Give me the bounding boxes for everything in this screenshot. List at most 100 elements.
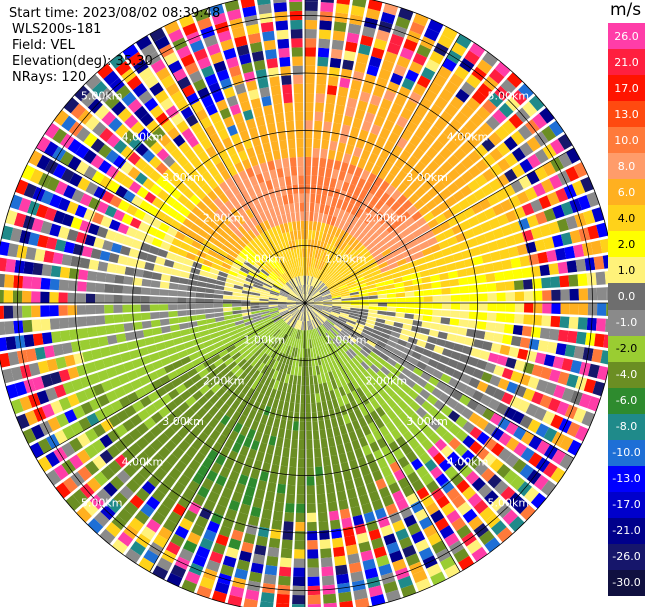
range-gate-cell: [99, 449, 114, 464]
range-gate-cell: [431, 281, 442, 289]
range-gate-cell: [311, 175, 318, 185]
range-gate-cell: [205, 313, 215, 319]
range-gate-cell: [178, 548, 194, 562]
range-gate-cell: [217, 30, 232, 43]
range-gate-cell: [380, 366, 391, 376]
range-gate-cell: [398, 372, 409, 383]
range-gate-cell: [368, 295, 378, 300]
range-gate-cell: [225, 254, 236, 262]
range-gate-cell: [347, 248, 357, 258]
range-gate-cell: [348, 286, 358, 291]
range-gate-cell: [266, 397, 274, 408]
range-gate-cell: [385, 421, 397, 433]
range-gate-cell: [414, 508, 429, 522]
range-gate-cell: [350, 300, 360, 303]
range-gate-cell: [305, 300, 314, 303]
range-gate-cell: [121, 433, 135, 447]
range-gate-cell: [288, 306, 297, 312]
range-gate-cell: [35, 204, 49, 219]
range-gate-cell: [292, 309, 300, 318]
range-gate-cell: [144, 74, 159, 89]
range-gate-cell: [468, 412, 482, 425]
range-gate-cell: [276, 167, 284, 178]
range-gate-cell: [279, 56, 291, 67]
range-gate-cell: [306, 439, 313, 450]
range-gate-cell: [543, 236, 555, 250]
range-gate-cell: [292, 576, 305, 587]
range-gate-cell: [322, 382, 329, 393]
range-gate-cell: [305, 19, 318, 30]
range-gate-cell: [283, 222, 290, 233]
range-gate-cell: [331, 236, 338, 246]
range-gate-cell: [404, 142, 417, 155]
range-gate-cell: [120, 145, 134, 160]
range-gate-cell: [427, 445, 440, 458]
range-gate-cell: [501, 392, 514, 405]
range-gate-cell: [101, 380, 114, 393]
range-gate-cell: [464, 337, 475, 347]
range-gate-cell: [280, 333, 287, 343]
range-gate-cell: [272, 149, 281, 161]
range-gate-cell: [106, 498, 122, 514]
range-gate-cell: [119, 485, 134, 500]
range-gate-cell: [405, 553, 421, 567]
range-gate-cell: [222, 136, 233, 149]
range-gate-cell: [286, 301, 296, 303]
range-gate-cell: [317, 374, 323, 385]
range-gate-cell: [358, 221, 368, 232]
range-gate-cell: [165, 453, 179, 467]
range-gate-cell: [241, 296, 251, 301]
range-gate-cell: [40, 190, 54, 205]
range-gate-cell: [324, 112, 334, 123]
range-gate-cell: [412, 147, 425, 160]
range-gate-cell: [289, 317, 296, 326]
range-gate-cell: [169, 324, 180, 332]
range-gate-cell: [401, 162, 413, 175]
range-gate-cell: [135, 338, 147, 348]
range-gate-cell: [238, 170, 249, 181]
range-gate-cell: [435, 232, 447, 243]
range-gate-cell: [226, 236, 237, 246]
range-gate-cell: [375, 77, 388, 90]
range-gate-cell: [295, 338, 300, 349]
range-gate-cell: [261, 462, 271, 473]
range-gate-cell: [338, 190, 347, 201]
range-gate-cell: [471, 225, 484, 236]
range-gate-cell: [430, 509, 445, 524]
range-gate-cell: [307, 248, 311, 258]
range-gate-cell: [174, 212, 186, 224]
range-gate-cell: [456, 524, 472, 539]
range-gate-cell: [279, 223, 286, 234]
range-gate-cell: [366, 64, 379, 77]
range-gate-cell: [158, 304, 169, 311]
range-gate-cell: [360, 550, 374, 562]
range-gate-cell: [476, 274, 487, 284]
range-gate-cell: [476, 321, 487, 330]
range-gate-cell: [422, 348, 433, 358]
range-gate-cell: [288, 346, 294, 356]
range-gate-cell: [241, 293, 251, 298]
range-gate-cell: [14, 381, 28, 397]
range-gate-cell: [189, 326, 200, 334]
range-gate-cell: [421, 67, 436, 81]
range-gate-cell: [276, 29, 289, 40]
range-gate-cell: [458, 555, 475, 571]
range-gate-cell: [317, 502, 327, 513]
range-gate-cell: [324, 321, 333, 329]
range-gate-cell: [201, 95, 214, 108]
range-gate-cell: [320, 0, 334, 3]
range-gate-cell: [350, 505, 362, 517]
range-gate-cell: [298, 366, 302, 376]
range-gate-cell: [158, 222, 170, 233]
range-gate-cell: [302, 294, 305, 303]
range-gate-cell: [283, 284, 292, 292]
range-gate-cell: [397, 456, 410, 469]
range-gate-cell: [331, 291, 341, 296]
range-gate-cell: [185, 446, 198, 459]
range-gate-cell: [444, 366, 456, 377]
colorbar-segment: [608, 23, 645, 50]
range-gate-cell: [240, 0, 256, 9]
range-gate-cell: [247, 355, 257, 365]
range-gate-cell: [117, 342, 129, 353]
range-gate-cell: [308, 257, 312, 267]
